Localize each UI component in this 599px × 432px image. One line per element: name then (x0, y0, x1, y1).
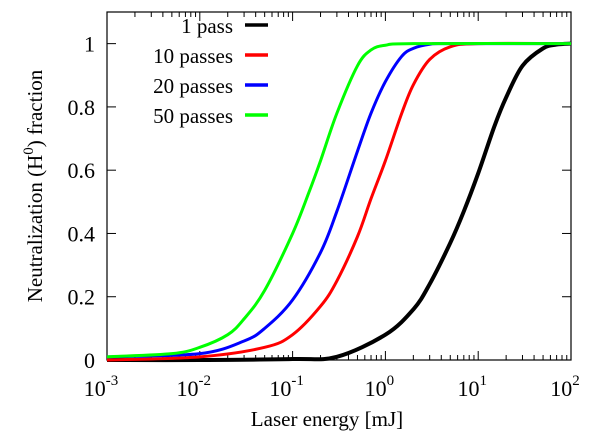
y-axis-title-part-2: 0 (21, 147, 37, 155)
x-tick-exponent: 2 (572, 373, 580, 389)
y-axis-title-part-1: Neutralization (H (23, 155, 47, 303)
x-tick-exponent: 0 (387, 373, 395, 389)
legend-label: 1 pass (181, 14, 233, 38)
x-tick-exponent: -1 (291, 373, 304, 389)
x-tick-label: 102 (550, 373, 580, 401)
legend: 1 pass 10 passes 20 passes 50 passes (153, 14, 268, 128)
plot-frame (106, 11, 572, 361)
legend-label: 20 passes (153, 74, 233, 98)
x-tick-exponent: 1 (479, 373, 487, 389)
legend-label: 50 passes (153, 104, 233, 128)
series-line-4 (106, 42, 572, 359)
y-tick-label: 1 (84, 32, 95, 57)
x-tick-exponent: -2 (199, 373, 212, 389)
y-tick-label: 0.8 (68, 95, 96, 120)
y-axis-title: Neutralization (H0) fraction (21, 69, 47, 302)
x-tick-label: 10-2 (177, 373, 212, 401)
x-axis-title: Laser energy [mJ] (251, 407, 403, 431)
x-tick-label: 101 (457, 373, 487, 401)
x-tick-label: 100 (365, 373, 395, 401)
series-lines (106, 41, 572, 363)
series-line-2 (106, 41, 572, 362)
x-tick-label: 10-3 (84, 373, 119, 401)
y-axis-title-part-3: ) fraction (23, 69, 47, 147)
y-tick-label: 0.6 (68, 158, 96, 183)
x-tick-label: 10-1 (269, 373, 304, 401)
series-line-1 (106, 41, 572, 363)
y-tick-label: 0 (84, 348, 95, 373)
legend-label: 10 passes (153, 44, 233, 68)
y-tick-label: 0.2 (68, 285, 96, 310)
x-tick-exponent: -3 (106, 373, 119, 389)
y-tick-label: 0.4 (68, 221, 96, 246)
plot-area (106, 11, 572, 361)
